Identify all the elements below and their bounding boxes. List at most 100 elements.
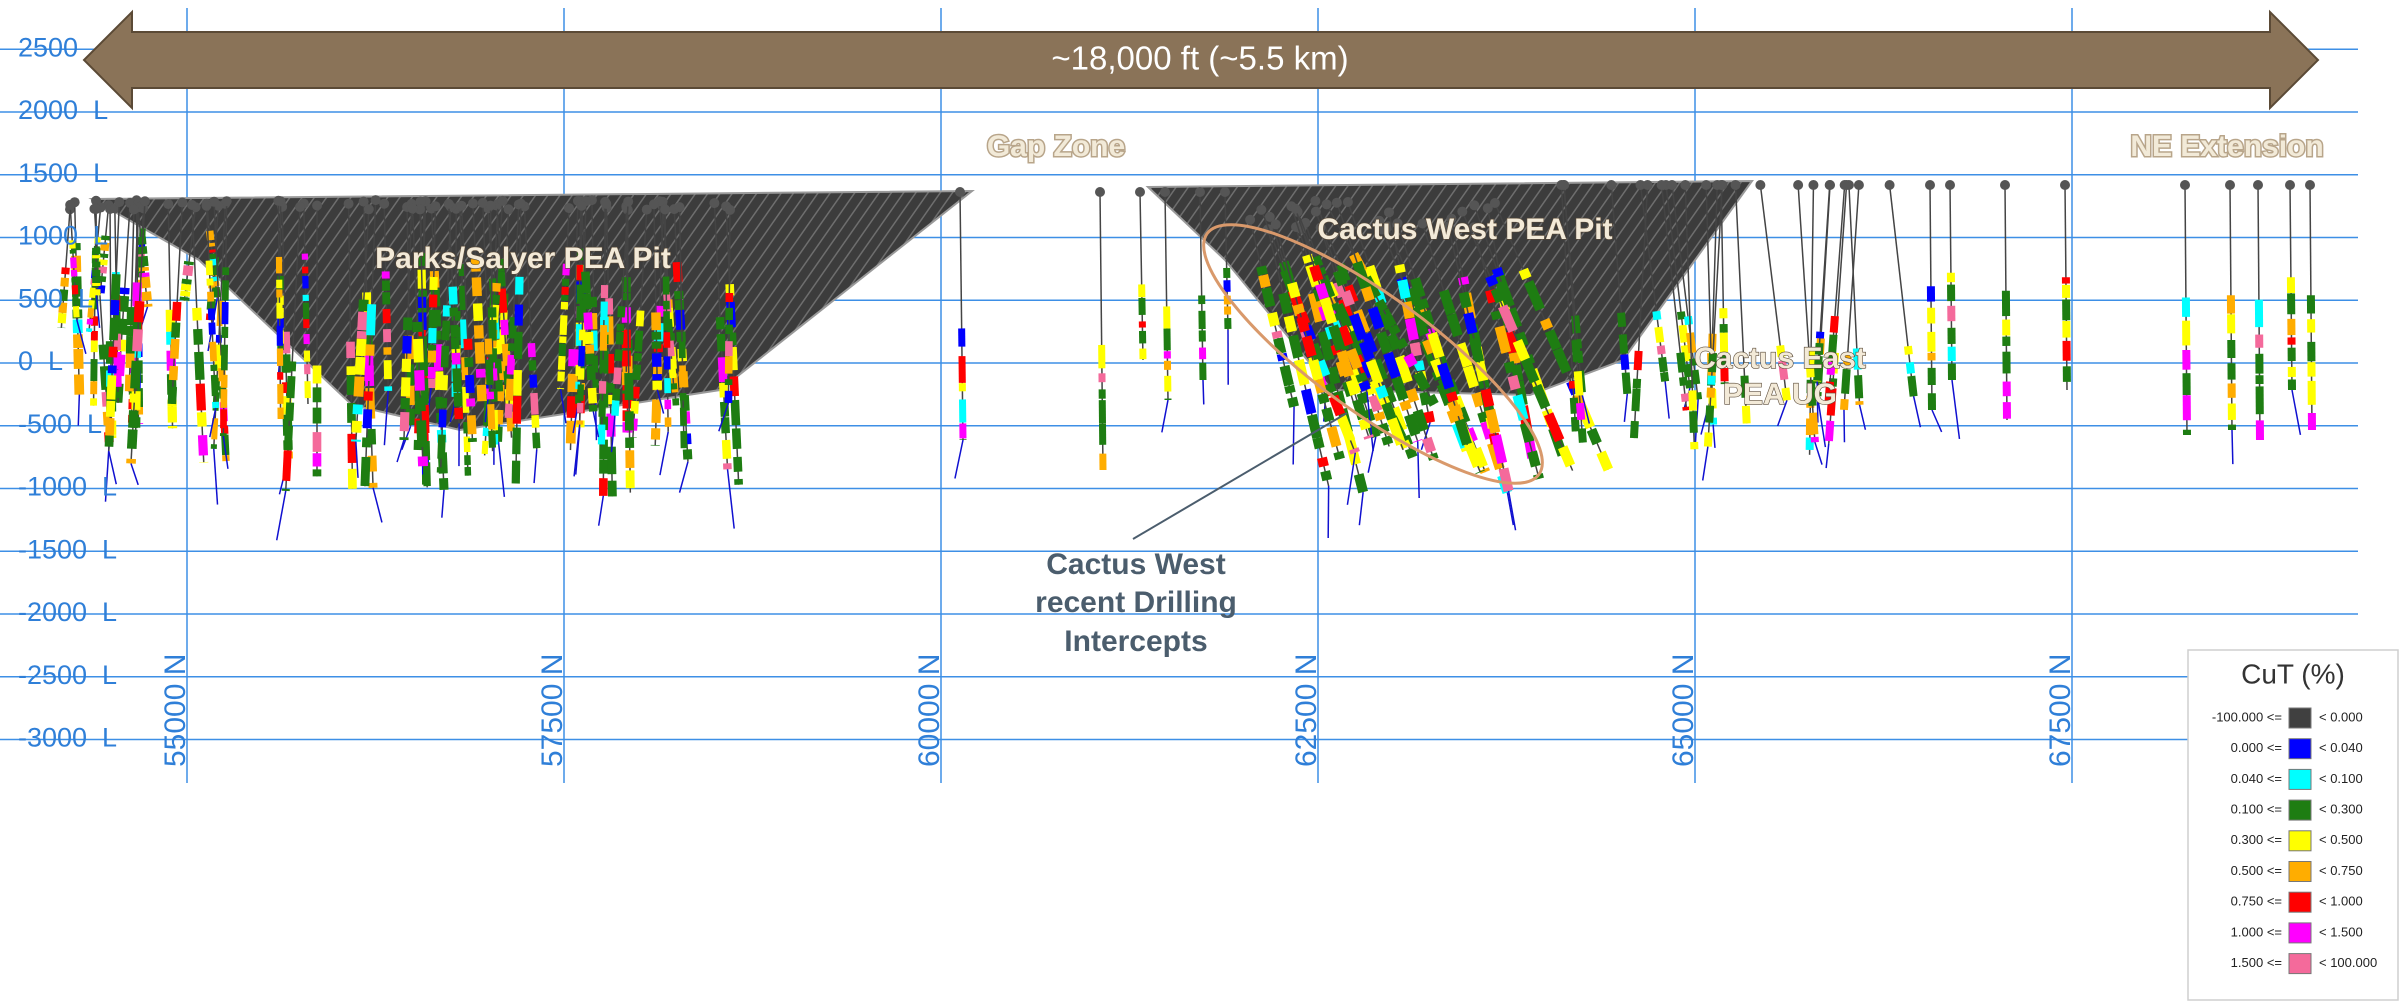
assay-interval — [1531, 383, 1551, 410]
assay-interval — [109, 317, 119, 341]
assay-interval — [494, 426, 503, 442]
hole-collar — [709, 198, 720, 209]
hole-collar — [273, 195, 284, 206]
assay-interval — [1365, 359, 1384, 385]
legend-to: < 0.750 — [2319, 863, 2363, 878]
assay-interval — [1577, 428, 1587, 443]
assay-interval — [1543, 412, 1565, 443]
assay-interval — [86, 318, 94, 325]
assay-interval — [1404, 317, 1419, 341]
hole-collar — [1374, 215, 1385, 226]
assay-interval — [582, 293, 592, 310]
assay-interval — [192, 307, 202, 321]
hole-collar — [1321, 199, 1332, 210]
assay-interval — [1544, 329, 1562, 351]
assay-interval — [1376, 331, 1393, 354]
assay-interval — [1586, 427, 1602, 446]
assay-interval — [1498, 467, 1514, 493]
hole-collar — [415, 204, 426, 215]
hole-collar — [648, 199, 659, 210]
assay-interval — [1332, 269, 1348, 287]
legend-to: < 100.000 — [2319, 955, 2377, 970]
assay-interval — [1455, 342, 1473, 368]
hole-collar — [1383, 207, 1394, 218]
assay-interval — [493, 358, 503, 374]
assay-interval — [459, 285, 467, 311]
assay-interval — [1401, 300, 1415, 320]
northing-label: 57500 N — [536, 654, 569, 767]
assay-interval — [1302, 253, 1314, 264]
assay-interval — [211, 281, 220, 287]
assay-interval — [1571, 339, 1581, 363]
legend-from: 0.300 <= — [2231, 832, 2282, 847]
assay-interval — [1480, 388, 1495, 408]
assay-interval — [1412, 409, 1429, 432]
assay-interval — [1296, 315, 1310, 333]
hole-tail — [1712, 424, 1716, 448]
assay-interval — [1320, 470, 1333, 482]
assay-interval — [1267, 311, 1280, 327]
hole-collar — [497, 195, 508, 206]
hole-collar — [295, 201, 306, 212]
assay-interval — [1410, 277, 1426, 299]
assay-interval — [717, 357, 728, 383]
assay-interval — [1703, 432, 1713, 447]
assay-interval — [567, 373, 578, 393]
assay-interval — [282, 450, 292, 482]
hole-tail — [1825, 443, 1830, 469]
hole-tail — [1814, 442, 1823, 465]
zone-label: Parks/Salyer PEA Pit — [375, 242, 671, 275]
assay-interval — [1353, 473, 1368, 494]
assay-interval — [1685, 379, 1694, 389]
assay-interval — [1903, 345, 1913, 355]
assay-interval — [1346, 348, 1363, 370]
assay-interval — [1490, 310, 1503, 321]
hole-tail — [659, 431, 669, 476]
northing-label: 55000 N — [159, 654, 192, 767]
assay-interval — [414, 370, 425, 391]
parks-pit — [88, 189, 975, 432]
assay-interval — [1446, 312, 1463, 338]
assay-interval — [1403, 352, 1418, 368]
assay-interval — [130, 360, 142, 389]
assay-interval — [1337, 325, 1354, 347]
assay-interval — [466, 415, 477, 435]
assay-interval — [506, 354, 516, 375]
assay-interval — [1317, 330, 1335, 362]
assay-interval — [557, 355, 566, 371]
assay-interval — [1381, 311, 1397, 329]
assay-interval — [587, 387, 598, 404]
assay-interval — [1307, 413, 1323, 439]
hole-collar — [1443, 221, 1454, 232]
hole-collar — [1853, 180, 1864, 190]
hole-collar — [1701, 180, 1712, 190]
assay-interval — [488, 430, 497, 448]
assay-interval — [105, 417, 115, 436]
assay-interval — [716, 333, 726, 352]
assay-interval — [1310, 255, 1324, 269]
assay-interval — [1462, 365, 1479, 389]
assay-interval — [463, 338, 473, 350]
legend-from: 0.750 <= — [2231, 894, 2282, 909]
assay-interval — [168, 365, 179, 381]
assay-interval — [128, 410, 139, 429]
assay-interval — [1512, 338, 1530, 362]
assay-interval — [1345, 379, 1360, 396]
assay-interval — [1684, 315, 1693, 326]
hole-collar — [2305, 180, 2315, 190]
assay-interval — [1288, 334, 1304, 359]
assay-interval — [1312, 436, 1325, 450]
assay-interval — [1507, 374, 1521, 391]
legend-from: 0.500 <= — [2231, 863, 2282, 878]
hole-tail — [1581, 394, 1591, 424]
arrow-shape — [82, 9, 2320, 111]
assay-interval — [1340, 289, 1355, 307]
legend-from: -100.000 <= — [2212, 709, 2282, 724]
assay-interval — [1508, 352, 1521, 365]
assay-interval — [1809, 412, 1819, 435]
assay-interval — [72, 305, 80, 318]
assay-interval — [100, 242, 110, 252]
legend-swatch — [2288, 861, 2312, 882]
hole-collar — [1331, 197, 1342, 208]
hole-tail — [954, 439, 964, 479]
